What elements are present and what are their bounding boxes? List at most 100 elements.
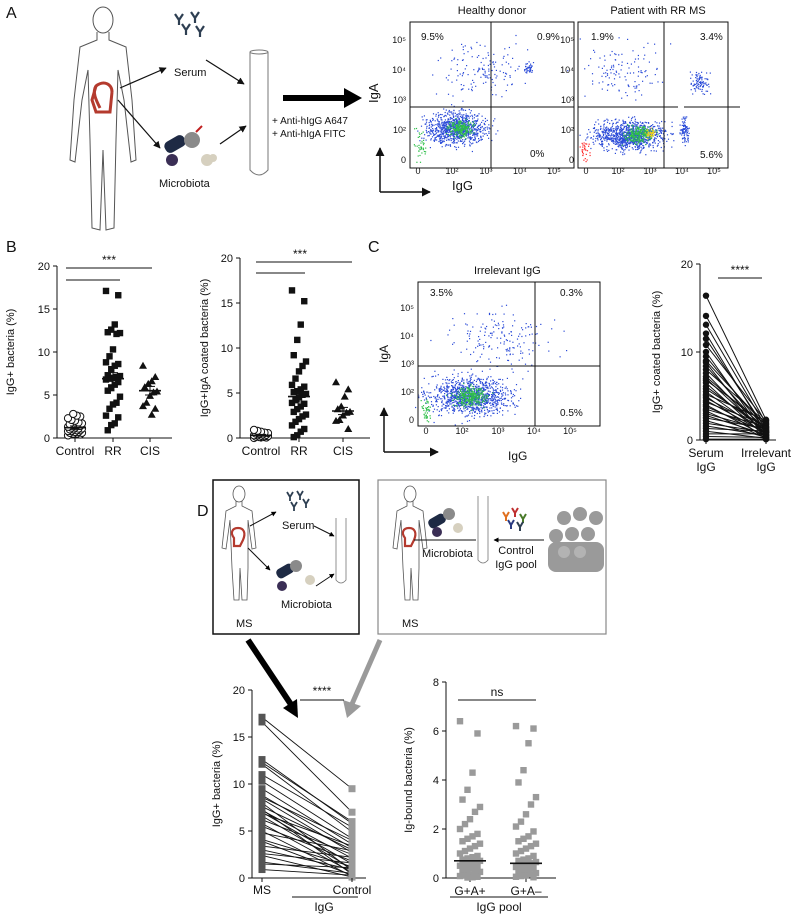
flow-event — [651, 82, 653, 84]
flow-event — [621, 144, 623, 146]
flow-event — [467, 51, 469, 53]
flow-event — [452, 135, 454, 137]
flow-event — [627, 142, 629, 144]
flow-event — [619, 76, 621, 78]
flow-event — [482, 68, 484, 70]
flow-event — [479, 403, 482, 405]
data-point — [142, 398, 151, 406]
flow-event — [470, 131, 472, 133]
flow-event — [473, 401, 475, 403]
flow-event — [468, 136, 470, 138]
flow-event — [436, 384, 438, 386]
flow-event — [459, 402, 461, 405]
flow-event — [426, 131, 428, 133]
flow-event — [464, 392, 466, 394]
flow-event — [622, 122, 624, 125]
flow-event — [615, 149, 617, 151]
flow-event — [463, 141, 465, 143]
pair-line — [705, 295, 767, 420]
flow-event — [452, 138, 454, 140]
flow-event — [702, 93, 704, 95]
flow-event — [466, 399, 468, 401]
flow-event — [462, 126, 464, 128]
flow-event — [684, 124, 686, 126]
flow-event — [436, 135, 438, 137]
flow-event — [419, 154, 421, 157]
flow-event — [602, 134, 605, 136]
flow-event — [636, 140, 638, 142]
flow-event — [463, 128, 465, 131]
flow-event — [658, 135, 661, 137]
flow-event — [509, 350, 511, 352]
flow-event — [684, 141, 686, 143]
flow-event — [459, 120, 461, 122]
flow-event — [462, 390, 464, 392]
flow-event — [472, 326, 474, 328]
flow-event — [639, 152, 641, 154]
flow-event — [687, 139, 689, 141]
flow-event — [524, 69, 526, 71]
flow-event — [448, 131, 450, 133]
flow-event — [450, 120, 452, 123]
flow-event — [454, 121, 456, 123]
flow-event — [466, 340, 468, 342]
flow-event — [641, 131, 643, 133]
flow-event — [644, 141, 646, 143]
flow-event — [606, 74, 609, 76]
flow-event — [458, 119, 460, 121]
flow-event — [472, 398, 474, 400]
flow-event — [608, 144, 610, 146]
flow-event — [454, 112, 456, 114]
flow-event — [621, 61, 623, 63]
flow-event — [620, 151, 622, 153]
flow-event — [443, 395, 445, 397]
data-point — [344, 425, 353, 432]
flow-event — [430, 396, 432, 398]
flow-event — [606, 140, 608, 142]
flow-event — [600, 128, 602, 130]
flow-event — [643, 128, 645, 130]
flow-event — [609, 122, 611, 125]
flow-event — [439, 125, 441, 128]
flow-event — [472, 133, 474, 135]
flow-event — [606, 139, 608, 141]
flow-event — [462, 129, 464, 132]
flow-event — [520, 352, 522, 354]
pair-line — [705, 417, 767, 430]
flow-event — [465, 391, 467, 393]
flow-event — [486, 408, 488, 411]
flow-event — [450, 138, 452, 140]
flow-event — [451, 130, 453, 132]
flow-xtick: 10⁴ — [513, 166, 527, 176]
flow-event — [597, 133, 599, 135]
flow-event — [582, 154, 584, 156]
data-point — [115, 292, 122, 299]
flow-event — [454, 124, 456, 126]
flow-event — [440, 410, 443, 412]
flow-event — [613, 136, 615, 138]
flow-event — [460, 129, 462, 131]
flow-event — [474, 133, 476, 135]
flow-event — [505, 386, 507, 388]
flow-event — [525, 327, 527, 329]
flow-event — [595, 135, 598, 137]
flow-event — [458, 126, 460, 128]
flow-event — [432, 132, 434, 134]
flow-event — [472, 393, 474, 395]
flow-event — [683, 137, 685, 139]
flow-event — [632, 50, 634, 52]
flow-event — [458, 396, 460, 398]
flow-event — [641, 129, 643, 131]
flow-event — [679, 129, 682, 131]
flow-event — [601, 75, 603, 77]
flow-event — [452, 391, 454, 394]
flow-event — [658, 122, 661, 124]
flow-event — [629, 133, 631, 135]
flow-event — [436, 401, 438, 403]
flow-event — [696, 84, 698, 87]
flow-event — [465, 403, 467, 406]
flow-event — [502, 383, 504, 385]
flow-event — [656, 132, 658, 134]
flow-event — [466, 123, 468, 125]
flow-event — [453, 116, 455, 118]
